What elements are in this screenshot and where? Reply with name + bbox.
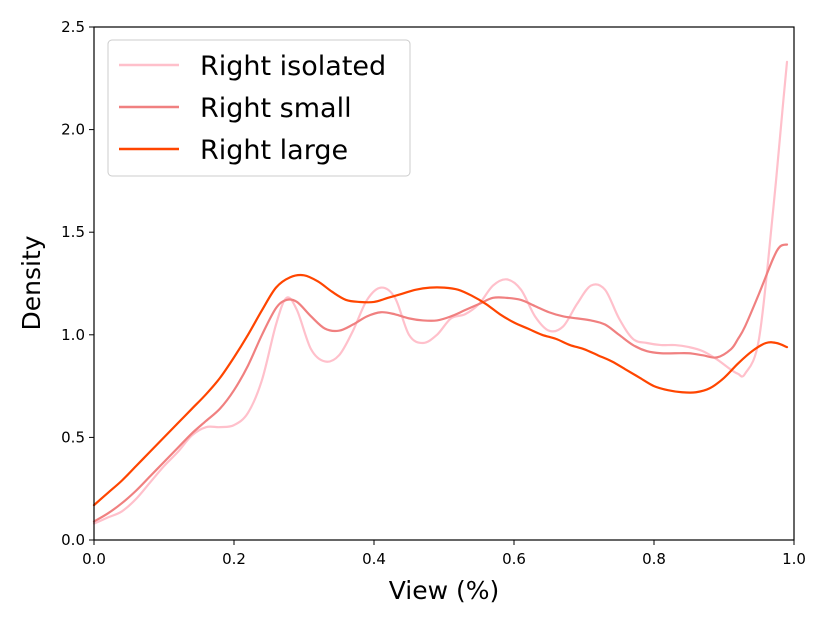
x-axis-label: View (%) [389,576,500,605]
x-tick-label: 0.4 [362,550,386,568]
legend-label: Right small [200,93,352,124]
series-layer [92,60,789,525]
x-tick-label: 0.2 [222,550,246,568]
legend-box [107,39,411,177]
plot-frame [93,26,795,541]
legend-label: Right large [200,135,348,166]
legend: Right isolated Right small Right large [107,39,411,177]
y-tick-label: 0.5 [61,428,85,446]
series-line-right-small [92,243,789,523]
x-axis-ticks: 0.0 0.2 0.4 0.6 0.8 1.0 [82,540,806,568]
legend-items: Right isolated Right small Right large [119,51,386,166]
y-tick-label: 0.0 [61,531,85,549]
y-tick-label: 1.0 [61,326,85,344]
legend-label: Right isolated [200,51,386,82]
series-line-right-isolated [92,60,789,525]
y-tick-label: 2.0 [61,121,85,139]
series-line-right-large [92,273,789,507]
y-axis-ticks: 0.0 0.5 1.0 1.5 2.0 2.5 [61,18,94,549]
y-tick-label: 2.5 [61,18,85,36]
x-tick-label: 0.6 [502,550,526,568]
x-tick-label: 1.0 [782,550,806,568]
y-tick-label: 1.5 [61,223,85,241]
y-axis-label: Density [17,235,46,330]
x-tick-label: 0.0 [82,550,106,568]
x-tick-label: 0.8 [642,550,666,568]
